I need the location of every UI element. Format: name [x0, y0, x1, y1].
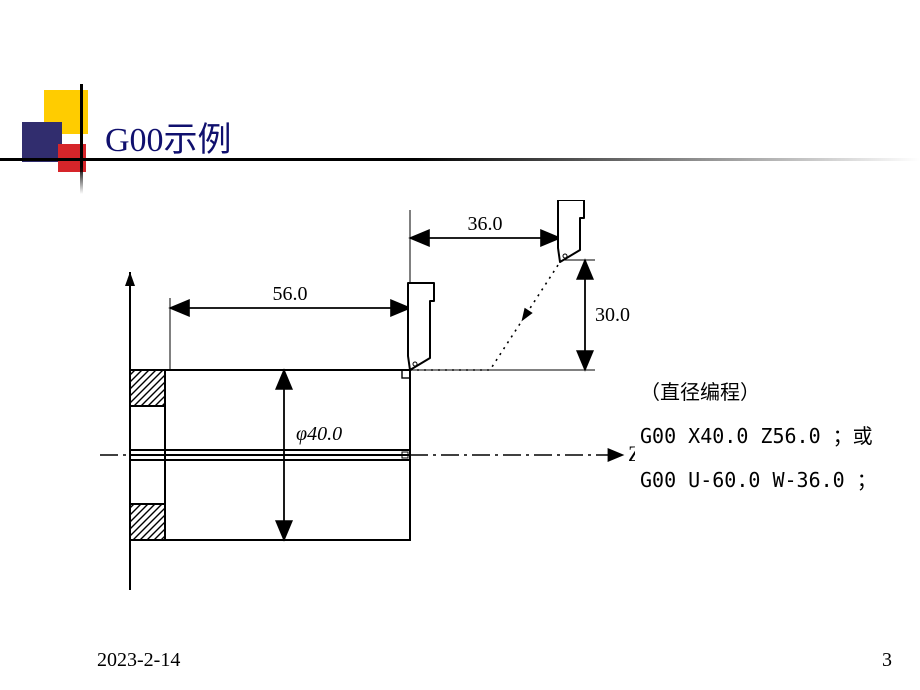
- footer-page: 3: [882, 649, 892, 672]
- header-vline: [80, 84, 83, 194]
- svg-text:56.0: 56.0: [273, 283, 308, 305]
- code-line: G00 U-60.0 W-36.0 ；: [640, 458, 877, 502]
- code-block: （直径编程） G00 X40.0 Z56.0 ；或 G00 U-60.0 W-3…: [640, 370, 877, 502]
- svg-text:30.0: 30.0: [595, 304, 630, 326]
- svg-text:φ40.0: φ40.0: [296, 423, 342, 445]
- slide-title: G00示例: [105, 112, 232, 161]
- decor-dark: [22, 122, 62, 162]
- code-line: G00 X40.0 Z56.0 ；或: [640, 414, 877, 458]
- svg-text:Z: Z: [628, 441, 635, 466]
- footer-date: 2023-2-14: [97, 649, 180, 672]
- svg-text:36.0: 36.0: [468, 213, 503, 235]
- g00-diagram: Zφ40.0 56.0 36.0 30.0: [95, 200, 635, 590]
- slide: G00示例 Zφ40.0 56.0 36.0 30.0 （直径编程） G00 X40.…: [0, 0, 920, 690]
- code-line: （直径编程）: [640, 370, 877, 414]
